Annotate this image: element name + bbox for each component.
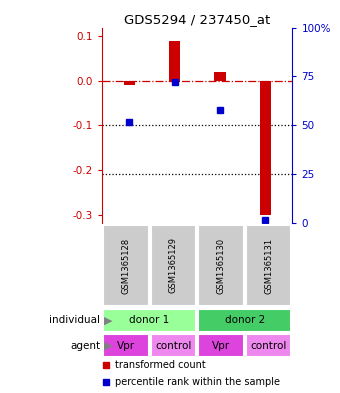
Text: agent: agent [70, 341, 100, 351]
Bar [198, 225, 244, 306]
Bar [198, 334, 244, 358]
Text: donor 2: donor 2 [225, 315, 265, 325]
Text: GSM1365131: GSM1365131 [264, 237, 273, 294]
Title: GDS5294 / 237450_at: GDS5294 / 237450_at [124, 13, 270, 26]
Text: GSM1365130: GSM1365130 [217, 237, 225, 294]
Text: individual: individual [49, 315, 100, 325]
Bar [259, 81, 271, 215]
Bar [246, 225, 291, 306]
Bar [246, 334, 291, 358]
Text: GSM1365129: GSM1365129 [169, 237, 178, 294]
Text: percentile rank within the sample: percentile rank within the sample [115, 377, 280, 387]
Text: ▶: ▶ [104, 341, 113, 351]
Text: ▶: ▶ [104, 315, 113, 325]
Text: donor 1: donor 1 [130, 315, 170, 325]
Bar [151, 334, 196, 358]
Bar [151, 225, 196, 306]
Text: control: control [251, 341, 287, 351]
Bar [169, 41, 180, 81]
Bar [103, 334, 149, 358]
Text: Vpr: Vpr [212, 341, 230, 351]
Bar [198, 309, 291, 332]
Bar [103, 225, 149, 306]
Bar [214, 72, 225, 81]
Text: transformed count: transformed count [115, 360, 206, 371]
Text: GSM1365128: GSM1365128 [121, 237, 130, 294]
Bar [123, 81, 135, 85]
Text: Vpr: Vpr [117, 341, 135, 351]
Bar [103, 309, 196, 332]
Text: control: control [155, 341, 191, 351]
